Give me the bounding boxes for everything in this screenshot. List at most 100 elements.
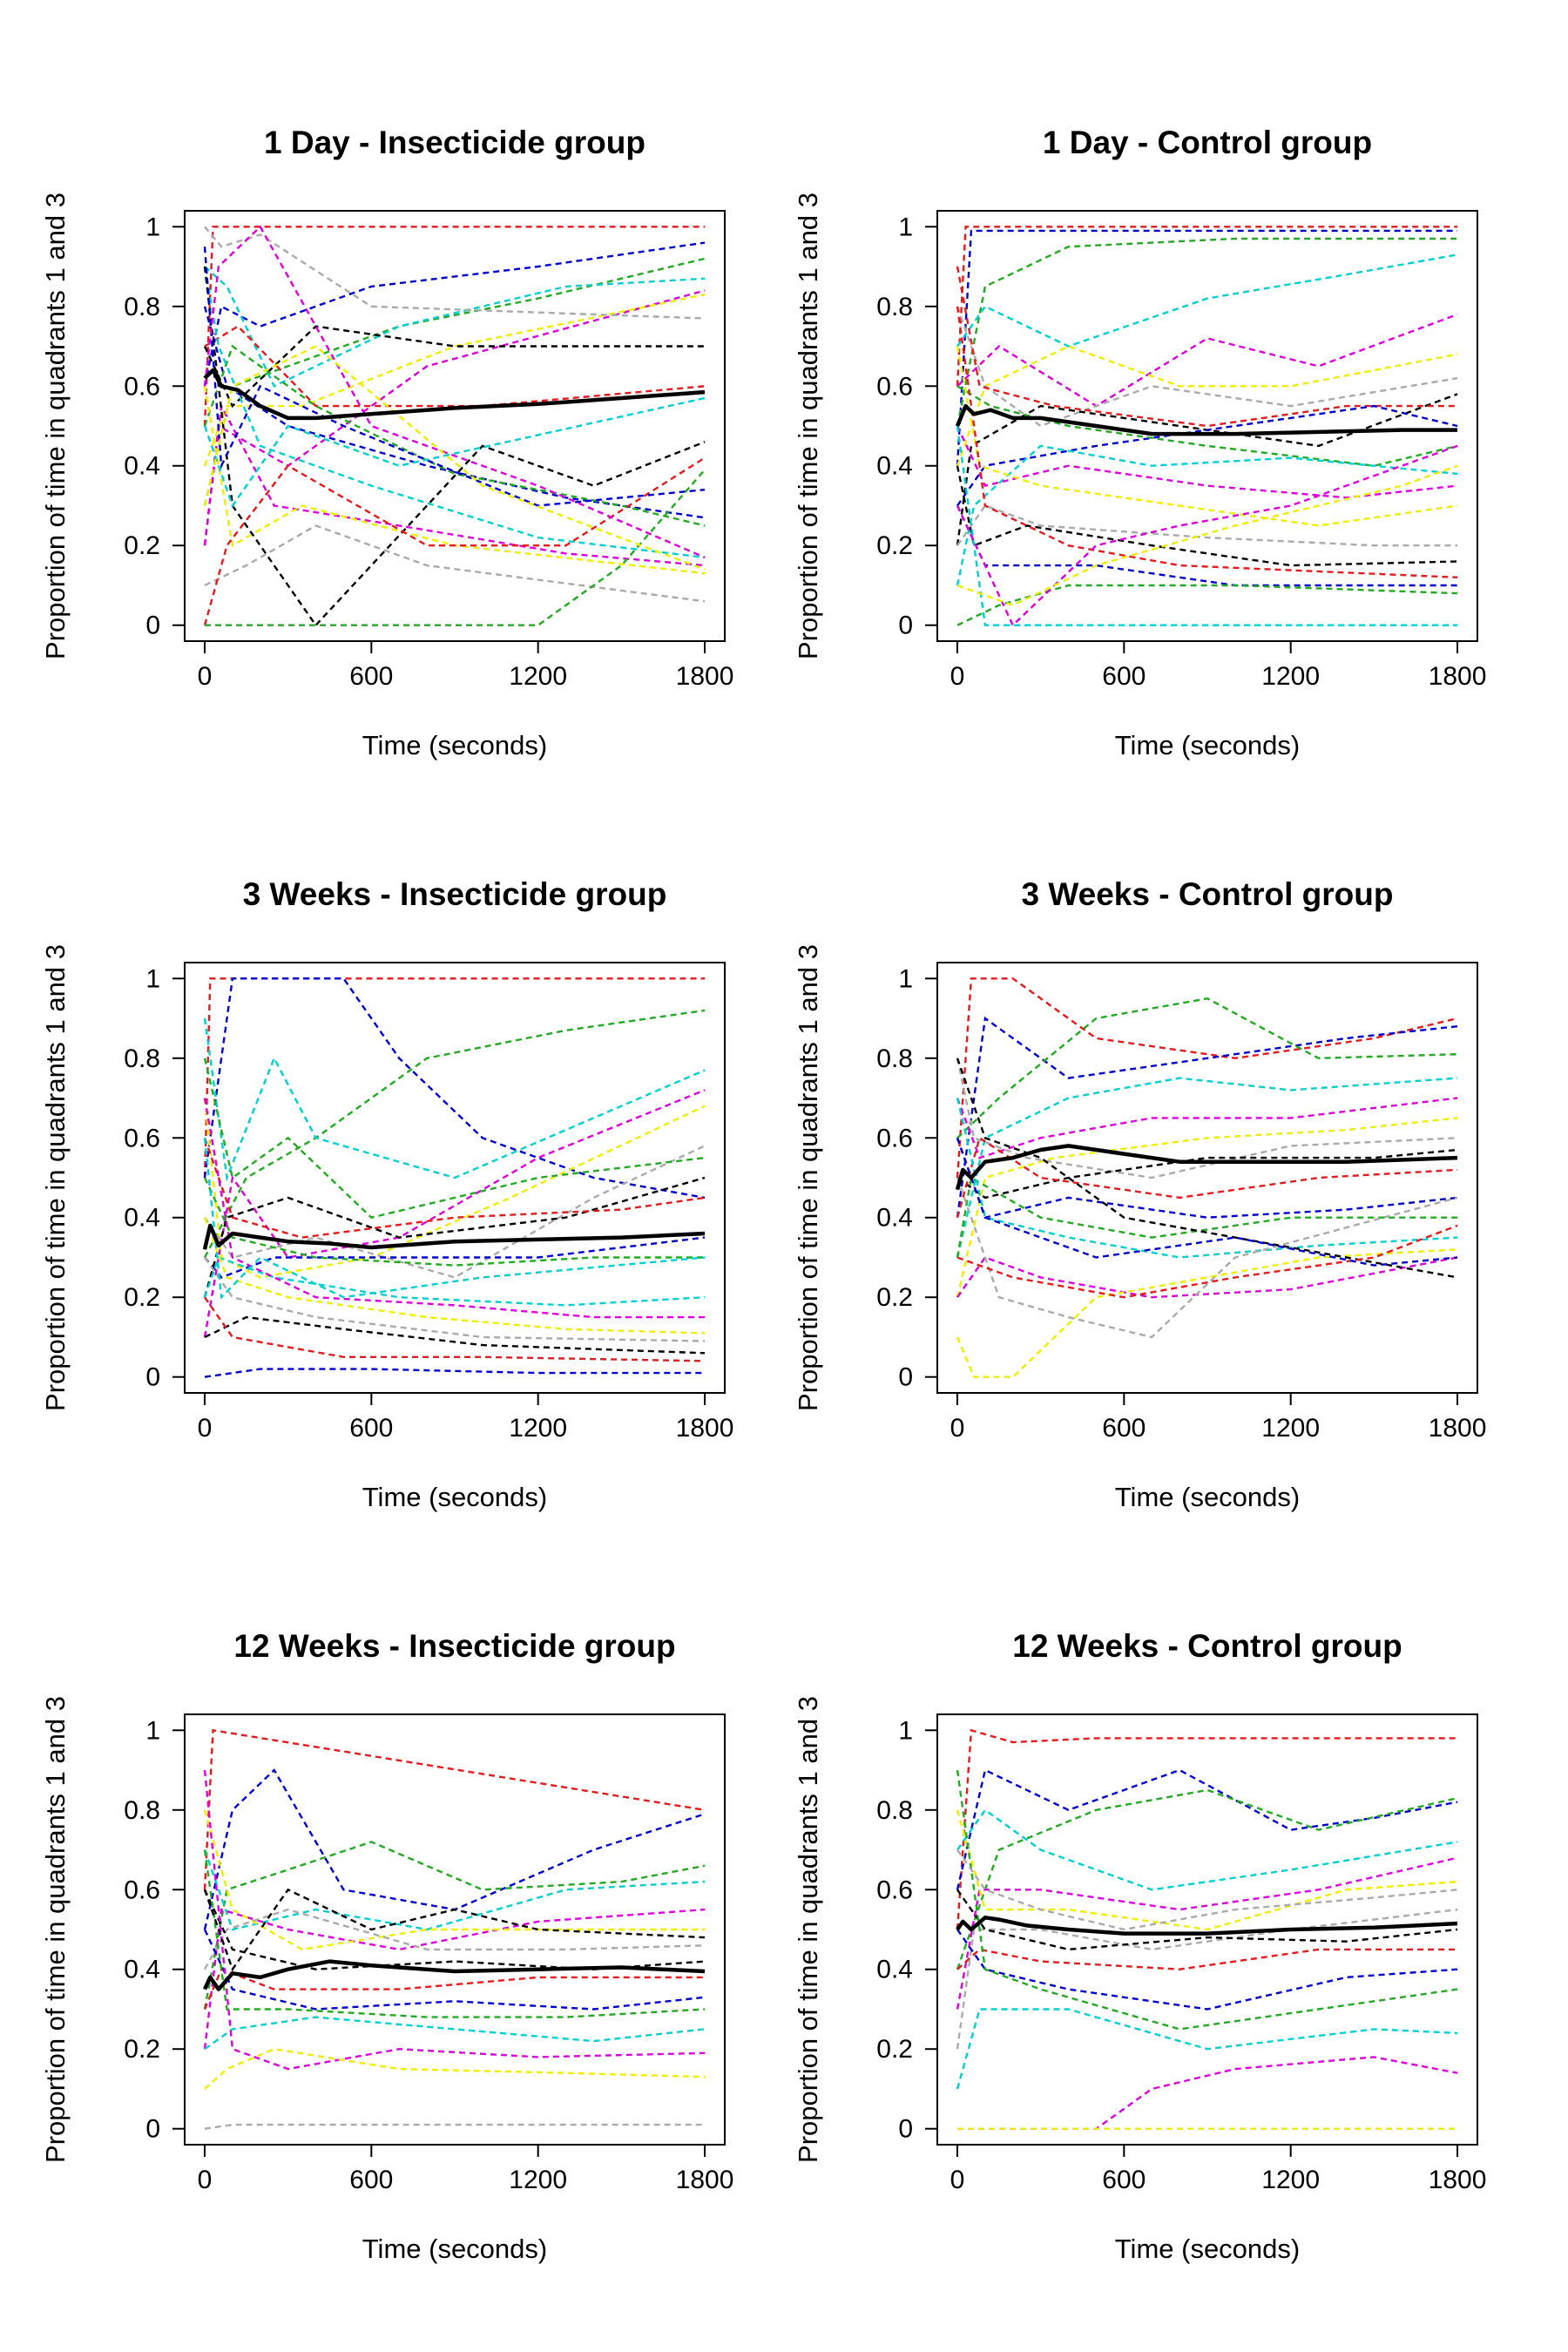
x-tick-label: 1800 (676, 2166, 734, 2194)
panel-3: 3 Weeks - Insecticide group 0 600 1200 1800 T… (40, 876, 733, 1512)
series-line (956, 444, 1458, 627)
series-line (203, 1809, 705, 1951)
series-line (956, 1248, 1458, 1378)
y-tick-label: 0.4 (124, 1956, 160, 1984)
y-tick-label: 0.2 (876, 2035, 913, 2064)
y-axis: 0 0.2 0.4 0.6 0.8 1 Proportion of time in quad… (40, 944, 185, 1411)
lines (203, 225, 706, 627)
series-line (205, 469, 706, 626)
series-line (203, 1089, 706, 1338)
series-line (203, 1058, 706, 1220)
series-line (956, 1058, 1458, 1179)
y-tick-label: 0.6 (876, 1124, 913, 1152)
series-line (956, 1728, 1457, 1930)
lines (202, 1728, 706, 2130)
series-line (204, 2016, 706, 2051)
panel-1: 1 Day - Insecticide group 0 600 1200 1800 Tim… (40, 125, 733, 760)
x-tick-label: 0 (198, 2166, 213, 2194)
x-tick-label: 600 (1102, 662, 1146, 691)
y-tick-label: 0.8 (124, 1796, 160, 1825)
y-axis: 0 0.2 0.4 0.6 0.8 1 Proportion of time in quad… (40, 193, 185, 659)
y-tick-label: 0 (145, 1363, 160, 1392)
lines (202, 977, 706, 1378)
x-tick-label: 1800 (1429, 662, 1487, 691)
series-line (204, 524, 706, 603)
series-line (956, 1768, 1458, 1890)
x-tick-label: 1200 (509, 1414, 567, 1443)
panel-title: 12 Weeks - Control group (1012, 1628, 1402, 1664)
y-tick-label: 0.8 (876, 1044, 913, 1073)
y-tick-label: 1 (898, 213, 913, 241)
series-line (203, 226, 705, 427)
mean-line (955, 403, 1457, 436)
series-line (956, 1148, 1458, 1200)
y-tick-label: 0 (145, 612, 160, 640)
y-tick-label: 0.2 (124, 531, 160, 560)
plot-frame (936, 210, 1478, 642)
series-line (203, 1888, 706, 1972)
series-line (203, 257, 706, 506)
y-axis-label: Proportion of time in quadrants 1 and 3 (793, 1696, 823, 2163)
series-line (203, 1849, 706, 1931)
series-line (956, 977, 1458, 1179)
x-tick-label: 600 (349, 662, 393, 691)
plot-frame (936, 1713, 1478, 2146)
y-tick-label: 1 (145, 964, 160, 993)
x-tick-label: 1200 (509, 2166, 567, 2194)
series-line (956, 2008, 1458, 2090)
y-axis-label: Proportion of time in quadrants 1 and 3 (793, 944, 823, 1411)
plot-frame (936, 962, 1478, 1394)
x-axis: 0 600 1200 1800 Time (seconds) (198, 2145, 734, 2264)
series-line (956, 313, 1458, 408)
x-tick-label: 1800 (676, 662, 734, 691)
y-tick-label: 0.6 (876, 372, 913, 401)
series-line (956, 1176, 1457, 1258)
series-line (956, 1098, 1458, 1259)
panel-title: 3 Weeks - Control group (1022, 876, 1394, 912)
lines (955, 226, 1458, 627)
y-tick-label: 0.4 (124, 452, 160, 481)
series-line (956, 1224, 1458, 1299)
series-line (957, 2056, 1458, 2130)
x-tick-label: 600 (349, 2166, 393, 2194)
series-line (204, 1315, 706, 1355)
x-axis: 0 600 1200 1800 Time (seconds) (198, 1393, 733, 1512)
y-tick-label: 0.6 (124, 1876, 160, 1904)
x-tick-label: 1200 (1261, 2166, 1320, 2194)
series-line (956, 266, 1457, 428)
y-tick-label: 0.4 (876, 1956, 913, 1984)
series-line (203, 345, 706, 571)
series-line (203, 1217, 706, 1335)
series-line (956, 444, 1458, 586)
y-tick-label: 0.8 (876, 1796, 913, 1825)
series-line (203, 1138, 706, 1300)
y-tick-label: 0.2 (876, 531, 913, 560)
panel-title: 3 Weeks - Insecticide group (243, 876, 667, 912)
panel-2: 1 Day - Control group 0 600 1200 1800 Time (s… (793, 125, 1486, 760)
series-line (956, 1908, 1458, 2050)
x-axis: 0 600 1200 1800 Time (seconds) (198, 641, 734, 760)
plot-frame (184, 962, 726, 1394)
x-tick-label: 600 (1102, 1414, 1146, 1443)
series-line (956, 1769, 1458, 2031)
x-tick-label: 600 (1102, 2166, 1146, 2194)
series-line (956, 306, 1458, 578)
panel-title: 1 Day - Insecticide group (264, 125, 645, 160)
series-line (203, 241, 706, 387)
x-tick-label: 1800 (1429, 1414, 1487, 1443)
series-line (956, 1808, 1458, 1891)
series-line (204, 325, 706, 408)
mean-line (203, 368, 706, 421)
x-tick-label: 1200 (509, 662, 567, 691)
x-axis-label: Time (seconds) (1115, 730, 1300, 760)
x-axis-label: Time (seconds) (362, 730, 547, 760)
series-line (956, 1256, 1458, 1299)
series-line (203, 1177, 705, 1267)
series-line (956, 229, 1457, 466)
y-tick-label: 0 (898, 612, 913, 640)
y-tick-label: 0.4 (124, 1204, 160, 1233)
panel-5: 12 Weeks - Insecticide group 0 600 1200 1800… (40, 1628, 733, 2264)
series-line (203, 1849, 706, 2018)
y-axis-label: Proportion of time in quadrants 1 and 3 (40, 944, 71, 1411)
panel-6: 12 Weeks - Control group 0 600 1200 1800 Time… (793, 1628, 1486, 2264)
